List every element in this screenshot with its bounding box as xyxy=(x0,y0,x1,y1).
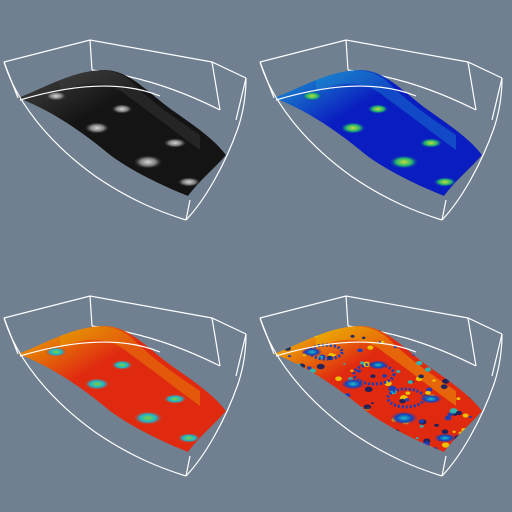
surface-spot xyxy=(389,411,419,425)
bounding-frame-front xyxy=(3,317,247,477)
bounding-frame-front xyxy=(3,61,247,221)
surface-spot xyxy=(367,360,389,370)
bounding-frame-front xyxy=(259,61,503,221)
surface-spot xyxy=(340,122,366,134)
surface-spot xyxy=(419,138,443,148)
surface-mesh xyxy=(274,326,482,452)
surface-spot xyxy=(389,155,419,169)
surface-spot xyxy=(111,360,133,370)
surface-mesh xyxy=(274,70,482,196)
surface-spot xyxy=(84,122,110,134)
surface-spot xyxy=(133,155,163,169)
surface-spot xyxy=(177,433,201,443)
surface-spot xyxy=(163,394,187,404)
surface-mesh xyxy=(18,70,226,196)
surface-spot xyxy=(419,394,443,404)
surface-spot xyxy=(301,347,323,357)
surface-spot xyxy=(111,104,133,114)
bounding-frame-front xyxy=(259,317,503,477)
surface-spot xyxy=(45,347,67,357)
blue-colormap-surface xyxy=(259,39,503,221)
surface-mesh xyxy=(18,326,226,452)
surface-spot xyxy=(433,433,457,443)
surface-spot xyxy=(340,378,366,390)
surface-spot xyxy=(163,138,187,148)
surface-spot xyxy=(367,104,389,114)
surface-spot xyxy=(301,91,323,101)
surface-spot xyxy=(45,91,67,101)
surface-spot xyxy=(133,411,163,425)
surface-spot xyxy=(433,177,457,187)
black-shaded-surface xyxy=(3,39,247,221)
noisy-colormap-surface xyxy=(259,295,503,477)
surface-spot xyxy=(84,378,110,390)
red-colormap-surface xyxy=(3,295,247,477)
surface-spot xyxy=(177,177,201,187)
